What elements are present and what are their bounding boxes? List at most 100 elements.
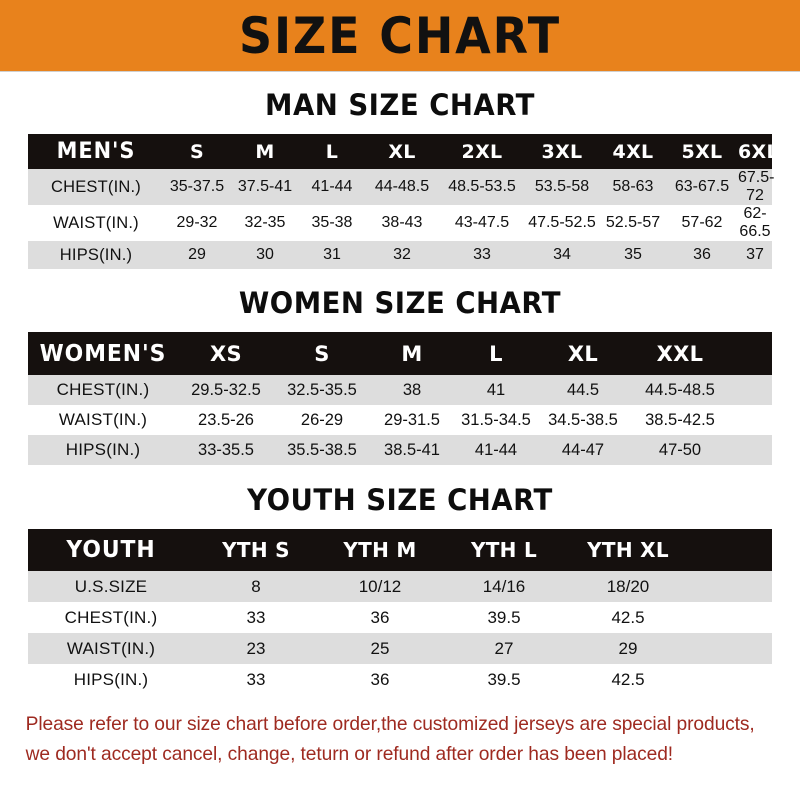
youth-size-header-2: YTH M bbox=[343, 538, 417, 562]
women-header-row-label: WOMEN'S bbox=[39, 340, 167, 367]
table-cell: 29.5-32.5 bbox=[191, 380, 261, 399]
table-cell: 58-63 bbox=[612, 178, 654, 195]
table-cell: 37 bbox=[746, 246, 764, 263]
youth-size-header-4: YTH XL bbox=[587, 538, 669, 562]
women-section-title: WOMEN SIZE CHART bbox=[238, 286, 562, 320]
women-row-spacer bbox=[732, 435, 772, 465]
women-row-spacer bbox=[732, 375, 772, 405]
table-row: CHEST(IN.) 33 36 39.5 42.5 bbox=[28, 602, 772, 633]
man-size-header-8: 5XL bbox=[681, 140, 723, 163]
women-size-header-2: S bbox=[314, 341, 330, 366]
table-cell: 47.5-52.5 bbox=[528, 214, 596, 231]
man-row-label-2: WAIST(IN.) bbox=[53, 213, 139, 232]
women-header-spacer bbox=[732, 332, 772, 375]
youth-row-label-2: CHEST(IN.) bbox=[64, 607, 158, 627]
man-size-header-9: 6XL bbox=[738, 140, 779, 163]
table-cell: 14/16 bbox=[482, 576, 526, 596]
table-cell: 32 bbox=[393, 246, 411, 263]
table-cell: 31.5-34.5 bbox=[461, 410, 531, 429]
table-row: WAIST(IN.) 23.5-26 26-29 29-31.5 31.5-34.5 34… bbox=[28, 405, 772, 435]
table-cell: 38-43 bbox=[381, 214, 423, 231]
man-header-row-label: MEN'S bbox=[56, 139, 136, 164]
man-size-header-3: L bbox=[325, 140, 339, 163]
man-size-header-6: 3XL bbox=[541, 140, 583, 163]
table-cell: 38 bbox=[402, 380, 422, 399]
youth-size-header-1: YTH S bbox=[222, 538, 290, 562]
table-cell: 42.5 bbox=[611, 607, 645, 627]
table-cell: 44.5-48.5 bbox=[645, 380, 715, 399]
women-size-header-4: L bbox=[489, 341, 503, 366]
table-row: WAIST(IN.) 23 25 27 29 bbox=[28, 633, 772, 664]
table-cell: 33 bbox=[246, 607, 266, 627]
table-cell: 33-35.5 bbox=[198, 440, 254, 459]
table-cell: 53.5-58 bbox=[534, 178, 590, 195]
table-cell: 44-47 bbox=[561, 440, 605, 459]
table-cell: 39.5 bbox=[487, 669, 521, 689]
man-size-header-7: 4XL bbox=[612, 140, 654, 163]
youth-size-table: YOUTH YTH S YTH M YTH L YTH XL U.S.SIZE 8 10/12… bbox=[28, 529, 772, 695]
table-cell: 41 bbox=[486, 380, 506, 399]
youth-row-spacer bbox=[690, 664, 772, 695]
youth-row-spacer bbox=[690, 602, 772, 633]
women-table-header-row: WOMEN'S XS S M L XL XXL bbox=[28, 332, 772, 375]
order-disclaimer: Please refer to our size chart before or… bbox=[0, 709, 788, 769]
table-cell: 18/20 bbox=[606, 576, 650, 596]
table-cell: 25 bbox=[370, 638, 390, 658]
table-cell: 27 bbox=[494, 638, 514, 658]
women-row-label-2: WAIST(IN.) bbox=[58, 410, 148, 429]
youth-size-table-wrap: YOUTH YTH S YTH M YTH L YTH XL U.S.SIZE 8 10/12… bbox=[28, 529, 772, 695]
man-size-table-wrap: MEN'S S M L XL 2XL 3XL 4XL 5XL 6XL CHEST(IN.) 35-37… bbox=[28, 134, 779, 269]
table-cell: 52.5-57 bbox=[605, 214, 661, 231]
table-cell: 32.5-35.5 bbox=[287, 380, 357, 399]
disclaimer-line-2: we don't accept cancel, change, teturn o… bbox=[25, 743, 674, 766]
man-section-title: MAN SIZE CHART bbox=[265, 88, 535, 122]
man-size-header-4: XL bbox=[388, 140, 416, 163]
youth-row-label-3: WAIST(IN.) bbox=[66, 638, 156, 658]
table-cell: 44.5 bbox=[566, 380, 600, 399]
table-cell: 35 bbox=[624, 246, 642, 263]
table-cell: 23.5-26 bbox=[198, 410, 254, 429]
women-size-header-3: M bbox=[401, 341, 423, 366]
man-size-header-1: S bbox=[190, 140, 204, 163]
table-cell: 36 bbox=[370, 669, 390, 689]
man-row-label-1: CHEST(IN.) bbox=[51, 177, 141, 196]
women-size-header-5: XL bbox=[567, 341, 599, 366]
man-size-table: MEN'S S M L XL 2XL 3XL 4XL 5XL 6XL CHEST(IN.) 35-37… bbox=[28, 134, 779, 269]
table-cell: 32-35 bbox=[244, 214, 286, 231]
table-cell: 26-29 bbox=[300, 410, 344, 429]
man-table-header-row: MEN'S S M L XL 2XL 3XL 4XL 5XL 6XL bbox=[28, 134, 779, 169]
women-size-header-6: XXL bbox=[656, 341, 704, 366]
table-cell: 33 bbox=[246, 669, 266, 689]
table-cell: 8 bbox=[251, 576, 261, 596]
man-size-header-5: 2XL bbox=[461, 140, 503, 163]
table-row: HIPS(IN.) 33-35.5 35.5-38.5 38.5-41 41-44 44-… bbox=[28, 435, 772, 465]
table-cell: 57-62 bbox=[681, 214, 723, 231]
table-cell: 30 bbox=[256, 246, 274, 263]
table-cell: 39.5 bbox=[487, 607, 521, 627]
table-row: WAIST(IN.) 29-32 32-35 35-38 38-43 43-47.5 47.… bbox=[28, 205, 772, 241]
table-cell: 37.5-41 bbox=[237, 178, 293, 195]
table-cell: 34 bbox=[553, 246, 571, 263]
table-cell: 23 bbox=[246, 638, 266, 658]
youth-row-spacer bbox=[690, 571, 772, 602]
table-cell: 35-38 bbox=[311, 214, 353, 231]
page-banner: SIZE CHART bbox=[0, 0, 800, 72]
women-size-table: WOMEN'S XS S M L XL XXL CHEST(IN.) 29.5-32.5 32.5… bbox=[28, 332, 772, 465]
youth-table-header-row: YOUTH YTH S YTH M YTH L YTH XL bbox=[28, 529, 772, 571]
youth-section-title: YOUTH SIZE CHART bbox=[247, 483, 553, 517]
disclaimer-line-1: Please refer to our size chart before or… bbox=[25, 713, 755, 735]
table-cell: 31 bbox=[323, 246, 341, 263]
youth-header-row-label: YOUTH bbox=[66, 537, 156, 563]
man-size-header-2: M bbox=[255, 140, 275, 163]
table-cell: 48.5-53.5 bbox=[448, 178, 516, 195]
table-cell: 36 bbox=[693, 246, 711, 263]
youth-header-spacer bbox=[690, 529, 772, 571]
women-size-table-wrap: WOMEN'S XS S M L XL XXL CHEST(IN.) 29.5-32.5 32.5… bbox=[28, 332, 772, 465]
table-cell: 10/12 bbox=[358, 576, 402, 596]
table-cell: 63-67.5 bbox=[674, 178, 730, 195]
table-cell: 35-37.5 bbox=[169, 178, 225, 195]
table-row: CHEST(IN.) 35-37.5 37.5-41 41-44 44-48.5 48.5… bbox=[28, 169, 774, 205]
table-cell: 41-44 bbox=[311, 178, 353, 195]
table-cell: 29-31.5 bbox=[384, 410, 440, 429]
table-cell: 44-48.5 bbox=[374, 178, 430, 195]
